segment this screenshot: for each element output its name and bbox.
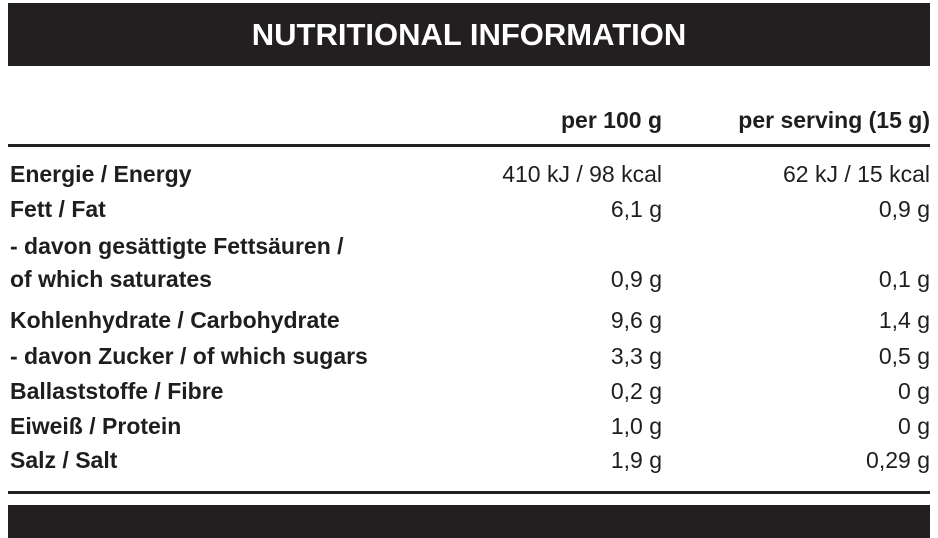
- row-label: Kohlenhydrate / Carbohydrate: [10, 307, 340, 333]
- rule: [8, 144, 930, 147]
- column-header: per serving (15 g): [738, 107, 930, 133]
- value-per-serving: 0,1 g: [878, 266, 930, 292]
- value-per-100g: 9,6 g: [610, 307, 662, 333]
- value-per-serving: 0 g: [898, 378, 930, 404]
- row-label: Fett / Fat: [10, 196, 106, 222]
- value-per-serving: 62 kJ / 15 kcal: [782, 161, 930, 187]
- value-per-serving: 0,9 g: [878, 196, 930, 222]
- row-label: - davon Zucker / of which sugars: [10, 343, 368, 369]
- value-per-serving: 1,4 g: [878, 307, 930, 333]
- row-label: Energie / Energy: [10, 161, 192, 187]
- value-per-100g: 6,1 g: [610, 196, 662, 222]
- value-per-100g: 0,2 g: [610, 378, 662, 404]
- rule: [8, 491, 930, 494]
- row-label: Ballaststoffe / Fibre: [10, 378, 224, 404]
- value-per-serving: 0 g: [898, 413, 930, 439]
- value-per-100g: 0,9 g: [610, 266, 662, 292]
- value-per-100g: 410 kJ / 98 kcal: [502, 161, 662, 187]
- value-per-100g: 3,3 g: [610, 343, 662, 369]
- row-label: - davon gesättigte Fettsäuren / of which…: [10, 233, 344, 292]
- footer-bar: [8, 505, 930, 538]
- value-per-serving: 0,5 g: [878, 343, 930, 369]
- row-label: Salz / Salt: [10, 447, 118, 473]
- column-header: per 100 g: [561, 107, 662, 133]
- header-title: NUTRITIONAL INFORMATION: [8, 3, 930, 66]
- value-per-100g: 1,9 g: [610, 447, 662, 473]
- row-label: Eiweiß / Protein: [10, 413, 182, 439]
- value-per-100g: 1,0 g: [610, 413, 662, 439]
- value-per-serving: 0,29 g: [866, 447, 930, 473]
